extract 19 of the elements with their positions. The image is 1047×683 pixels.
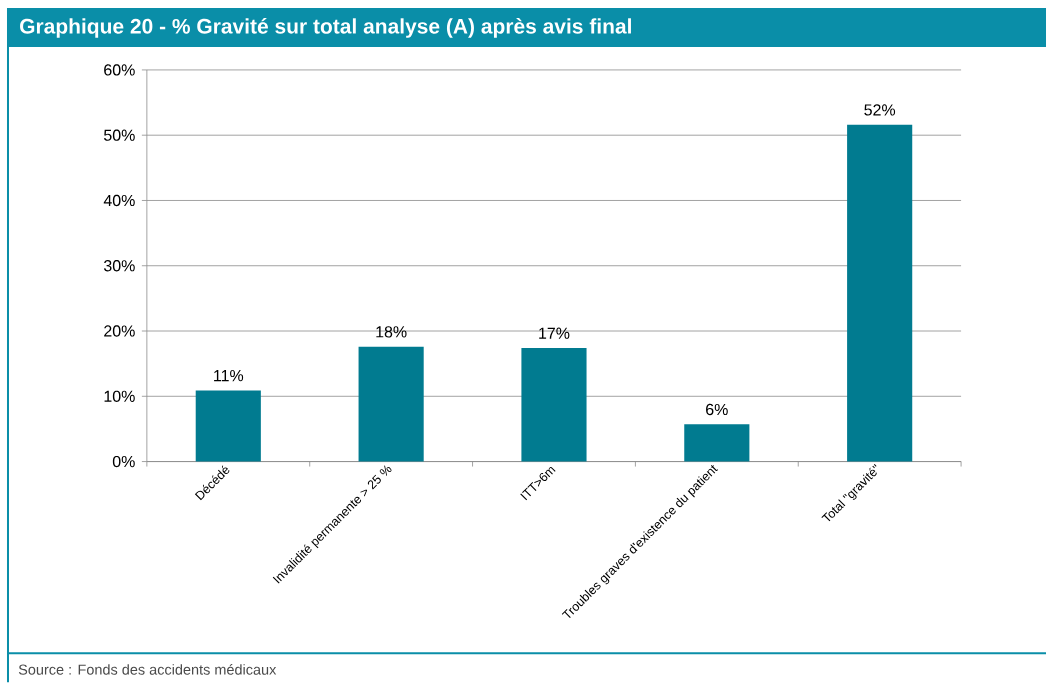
bar [684,424,750,462]
bar [358,346,424,462]
y-tick-label: 40% [103,194,135,206]
data-label: 6% [706,403,728,415]
chart-title: Graphique 20 - % Gravité sur total analyse (A) après avis final [20,17,631,38]
y-tick-label: 50% [104,129,135,141]
y-tick-label: 60% [104,64,135,76]
y-tick-label: 0% [112,455,135,468]
y-tick-label: 20% [104,325,135,337]
data-label: 18% [376,326,407,338]
bar [521,347,587,462]
y-tick-label: 10% [104,390,135,402]
data-label: 11% [214,369,244,382]
data-label: 17% [539,327,570,339]
data-label: 52% [864,104,896,116]
y-tick-label: 30% [103,259,135,272]
bar [847,124,913,462]
source-note: Source : Fonds des accidents médicaux [18,663,277,675]
bar [195,390,261,462]
